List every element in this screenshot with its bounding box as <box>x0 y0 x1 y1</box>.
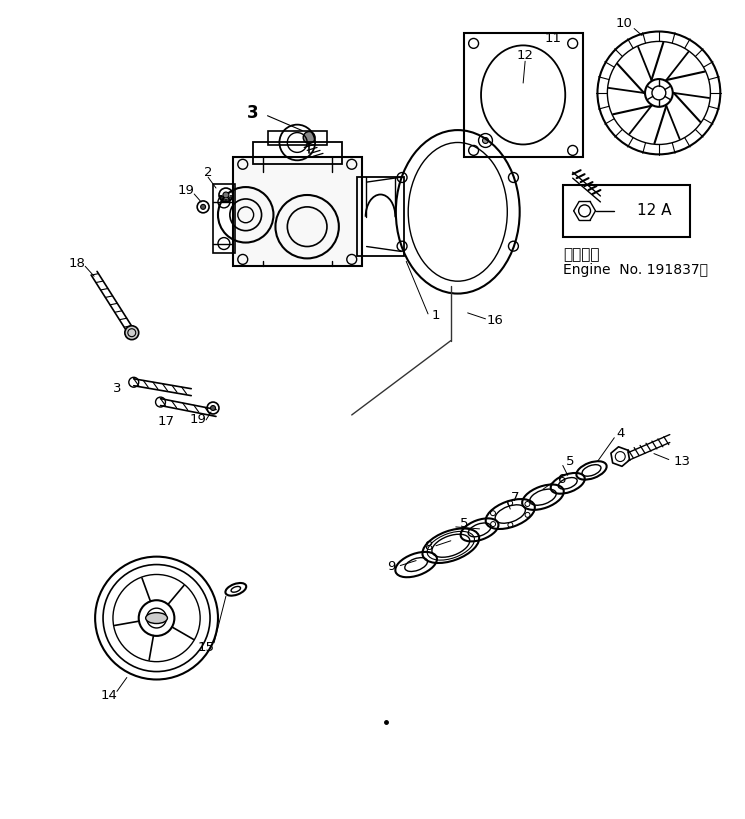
Text: Engine  No. 191837～: Engine No. 191837～ <box>562 264 708 278</box>
Bar <box>267 130 327 146</box>
Text: 10: 10 <box>616 17 633 30</box>
Text: 11: 11 <box>545 32 562 45</box>
Text: 5: 5 <box>460 518 468 531</box>
Text: 2: 2 <box>204 165 212 179</box>
Text: 12: 12 <box>516 49 533 61</box>
Circle shape <box>200 205 206 210</box>
Text: 14: 14 <box>101 689 118 702</box>
Text: 19: 19 <box>190 414 206 427</box>
Bar <box>357 177 405 256</box>
Text: 適用号機: 適用号機 <box>562 247 599 263</box>
Text: 19: 19 <box>178 183 194 197</box>
Text: 17: 17 <box>158 415 175 428</box>
Text: 8: 8 <box>424 541 432 553</box>
Text: 16: 16 <box>487 314 504 328</box>
Bar <box>213 184 235 253</box>
Circle shape <box>223 192 229 198</box>
Text: 15: 15 <box>197 641 215 654</box>
Text: 7: 7 <box>511 491 519 504</box>
Text: 12 A: 12 A <box>637 203 671 219</box>
Circle shape <box>211 405 215 410</box>
Text: 1: 1 <box>431 310 440 323</box>
Text: 5: 5 <box>565 455 574 468</box>
Bar <box>562 185 690 237</box>
Text: 18: 18 <box>69 257 86 269</box>
Text: 13: 13 <box>673 455 690 468</box>
Circle shape <box>483 138 489 143</box>
Circle shape <box>303 132 315 143</box>
Text: 3: 3 <box>112 382 121 395</box>
Text: 3: 3 <box>247 104 259 122</box>
Text: 6: 6 <box>557 473 566 486</box>
Bar <box>463 34 583 157</box>
Bar <box>253 143 342 165</box>
Text: 4: 4 <box>616 428 624 441</box>
Bar <box>233 157 361 266</box>
Circle shape <box>125 326 139 340</box>
Text: 9: 9 <box>387 560 396 573</box>
Ellipse shape <box>146 613 168 623</box>
